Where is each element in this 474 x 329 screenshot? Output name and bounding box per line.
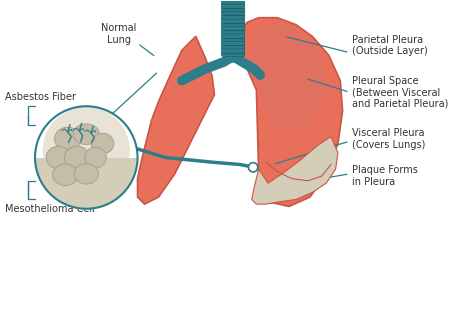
Ellipse shape xyxy=(73,124,100,144)
Ellipse shape xyxy=(55,127,81,151)
FancyBboxPatch shape xyxy=(221,11,245,19)
Text: Asbestos Fiber: Asbestos Fiber xyxy=(5,92,76,102)
FancyBboxPatch shape xyxy=(221,40,245,49)
Text: Normal
Lung: Normal Lung xyxy=(101,23,137,45)
Text: Visceral Pleura
(Covers Lungs): Visceral Pleura (Covers Lungs) xyxy=(352,128,425,150)
Ellipse shape xyxy=(64,146,90,169)
Polygon shape xyxy=(252,137,338,204)
Ellipse shape xyxy=(85,147,106,168)
FancyBboxPatch shape xyxy=(221,48,245,56)
Ellipse shape xyxy=(46,146,71,169)
Polygon shape xyxy=(240,18,343,206)
Circle shape xyxy=(43,107,130,194)
FancyBboxPatch shape xyxy=(221,33,245,41)
Circle shape xyxy=(248,163,258,172)
FancyBboxPatch shape xyxy=(221,3,245,12)
FancyBboxPatch shape xyxy=(221,0,245,4)
Ellipse shape xyxy=(53,164,78,186)
Text: Pleural Space
(Between Visceral
and Parietal Pleura): Pleural Space (Between Visceral and Pari… xyxy=(352,76,448,109)
Ellipse shape xyxy=(74,164,99,184)
Polygon shape xyxy=(252,22,326,132)
Text: Parietal Pleura
(Outside Layer): Parietal Pleura (Outside Layer) xyxy=(352,35,428,57)
Circle shape xyxy=(35,106,137,209)
Polygon shape xyxy=(137,36,214,204)
Polygon shape xyxy=(35,158,137,209)
Ellipse shape xyxy=(91,133,114,154)
Text: Plaque Forms
in Pleura: Plaque Forms in Pleura xyxy=(352,165,418,187)
FancyBboxPatch shape xyxy=(221,18,245,27)
Text: Mesothelioma Cell: Mesothelioma Cell xyxy=(5,204,95,214)
FancyBboxPatch shape xyxy=(221,26,245,34)
